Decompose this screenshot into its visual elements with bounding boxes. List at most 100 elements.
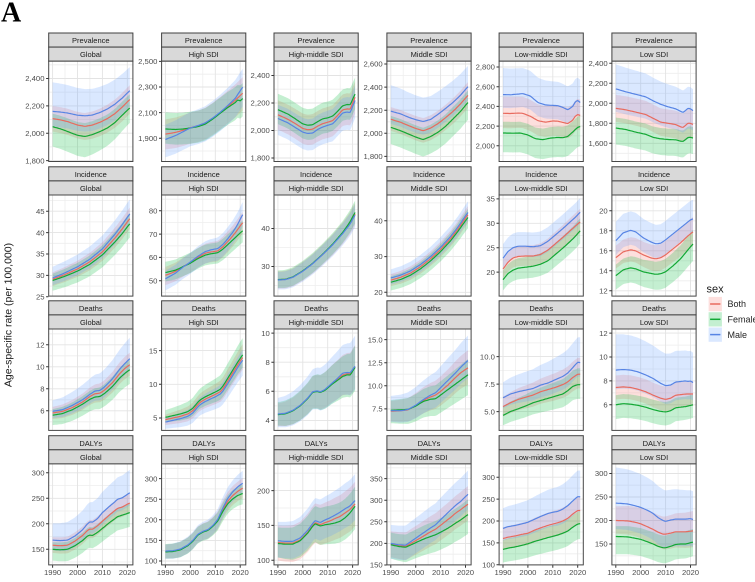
svg-text:Prevalence: Prevalence: [410, 36, 448, 45]
svg-text:15: 15: [149, 346, 158, 355]
svg-text:35: 35: [36, 250, 45, 259]
svg-text:200: 200: [257, 486, 270, 495]
svg-text:300: 300: [595, 469, 608, 478]
svg-text:2,400: 2,400: [363, 83, 382, 92]
svg-text:14: 14: [599, 267, 608, 276]
svg-text:40: 40: [261, 224, 270, 233]
svg-text:Deaths: Deaths: [304, 304, 328, 313]
svg-text:200: 200: [32, 520, 45, 529]
svg-text:2020: 2020: [682, 568, 699, 577]
svg-text:2020: 2020: [232, 568, 249, 577]
svg-text:High SDI: High SDI: [189, 184, 219, 193]
svg-text:200: 200: [370, 539, 383, 548]
svg-text:Prevalence: Prevalence: [297, 36, 335, 45]
svg-text:250: 250: [482, 495, 495, 504]
svg-text:2,000: 2,000: [363, 129, 382, 138]
svg-text:2010: 2010: [319, 568, 336, 577]
svg-text:300: 300: [145, 474, 158, 483]
svg-text:2010: 2010: [94, 568, 111, 577]
svg-text:2,000: 2,000: [251, 126, 270, 135]
svg-text:Middle SDI: Middle SDI: [411, 318, 448, 327]
svg-text:2,000: 2,000: [588, 99, 607, 108]
svg-text:2,400: 2,400: [588, 59, 607, 68]
svg-text:1,800: 1,800: [363, 152, 382, 161]
svg-text:Incidence: Incidence: [75, 170, 107, 179]
svg-text:30: 30: [261, 262, 270, 271]
svg-text:200: 200: [145, 516, 158, 525]
svg-text:2,400: 2,400: [251, 71, 270, 80]
svg-text:45: 45: [36, 207, 45, 216]
svg-text:High SDI: High SDI: [189, 50, 219, 59]
svg-text:2010: 2010: [544, 568, 561, 577]
svg-text:Incidence: Incidence: [525, 170, 557, 179]
svg-text:2,400: 2,400: [25, 74, 44, 83]
svg-text:150: 150: [370, 561, 383, 570]
svg-text:12: 12: [599, 287, 608, 296]
svg-text:16: 16: [599, 247, 608, 256]
svg-text:100: 100: [482, 561, 495, 570]
svg-text:100: 100: [145, 557, 158, 566]
svg-text:2,200: 2,200: [363, 106, 382, 115]
svg-text:2,300: 2,300: [138, 83, 157, 92]
svg-text:2010: 2010: [657, 568, 674, 577]
svg-text:100: 100: [257, 556, 270, 565]
svg-text:5.0: 5.0: [484, 407, 495, 416]
svg-text:250: 250: [32, 494, 45, 503]
svg-text:Deaths: Deaths: [529, 304, 553, 313]
svg-text:10: 10: [149, 380, 158, 389]
svg-text:Incidence: Incidence: [413, 170, 445, 179]
svg-text:7.5: 7.5: [484, 380, 495, 389]
svg-text:8: 8: [40, 385, 44, 394]
svg-text:5: 5: [153, 414, 157, 423]
svg-text:15.0: 15.0: [368, 335, 383, 344]
svg-text:High-middle SDI: High-middle SDI: [289, 318, 344, 327]
svg-text:1,800: 1,800: [25, 156, 44, 165]
svg-text:2020: 2020: [344, 568, 361, 577]
svg-text:300: 300: [370, 496, 383, 505]
svg-text:10: 10: [261, 329, 270, 338]
svg-text:2020: 2020: [119, 568, 136, 577]
svg-text:70: 70: [149, 230, 158, 239]
svg-text:10.0: 10.0: [480, 352, 495, 361]
svg-text:Deaths: Deaths: [192, 304, 216, 313]
svg-text:Low-middle SDI: Low-middle SDI: [515, 50, 568, 59]
svg-text:Global: Global: [80, 184, 102, 193]
svg-text:Prevalence: Prevalence: [635, 36, 673, 45]
svg-text:8: 8: [603, 377, 607, 386]
svg-text:150: 150: [482, 539, 495, 548]
svg-text:Female: Female: [728, 315, 755, 325]
svg-text:High SDI: High SDI: [189, 318, 219, 327]
svg-text:Incidence: Incidence: [638, 170, 670, 179]
svg-text:Global: Global: [80, 453, 102, 462]
svg-text:6: 6: [40, 407, 44, 416]
svg-text:250: 250: [145, 495, 158, 504]
svg-text:30: 30: [486, 219, 495, 228]
svg-text:20: 20: [599, 207, 608, 216]
svg-text:Age-specific rate (per 100,000: Age-specific rate (per 100,000): [3, 243, 15, 387]
svg-text:Both: Both: [728, 299, 747, 309]
svg-text:12: 12: [36, 341, 45, 350]
svg-text:2,600: 2,600: [363, 60, 382, 69]
svg-text:2,100: 2,100: [138, 108, 157, 117]
svg-text:2020: 2020: [569, 568, 586, 577]
svg-text:2,200: 2,200: [476, 122, 495, 131]
svg-text:2,200: 2,200: [251, 99, 270, 108]
svg-text:High-middle SDI: High-middle SDI: [289, 50, 344, 59]
svg-text:250: 250: [370, 518, 383, 527]
svg-text:2000: 2000: [407, 568, 424, 577]
svg-text:80: 80: [149, 207, 158, 216]
svg-text:1990: 1990: [382, 568, 399, 577]
svg-text:300: 300: [482, 473, 495, 482]
svg-text:Middle SDI: Middle SDI: [411, 50, 448, 59]
svg-text:20: 20: [374, 288, 383, 297]
svg-text:2000: 2000: [182, 568, 199, 577]
svg-text:2,400: 2,400: [476, 102, 495, 111]
svg-text:10: 10: [599, 353, 608, 362]
svg-text:2,000: 2,000: [476, 142, 495, 151]
svg-text:2010: 2010: [432, 568, 449, 577]
svg-text:Global: Global: [80, 50, 102, 59]
svg-text:4: 4: [266, 416, 271, 425]
svg-text:10: 10: [36, 363, 45, 372]
svg-text:Prevalence: Prevalence: [185, 36, 223, 45]
svg-text:Middle SDI: Middle SDI: [411, 184, 448, 193]
